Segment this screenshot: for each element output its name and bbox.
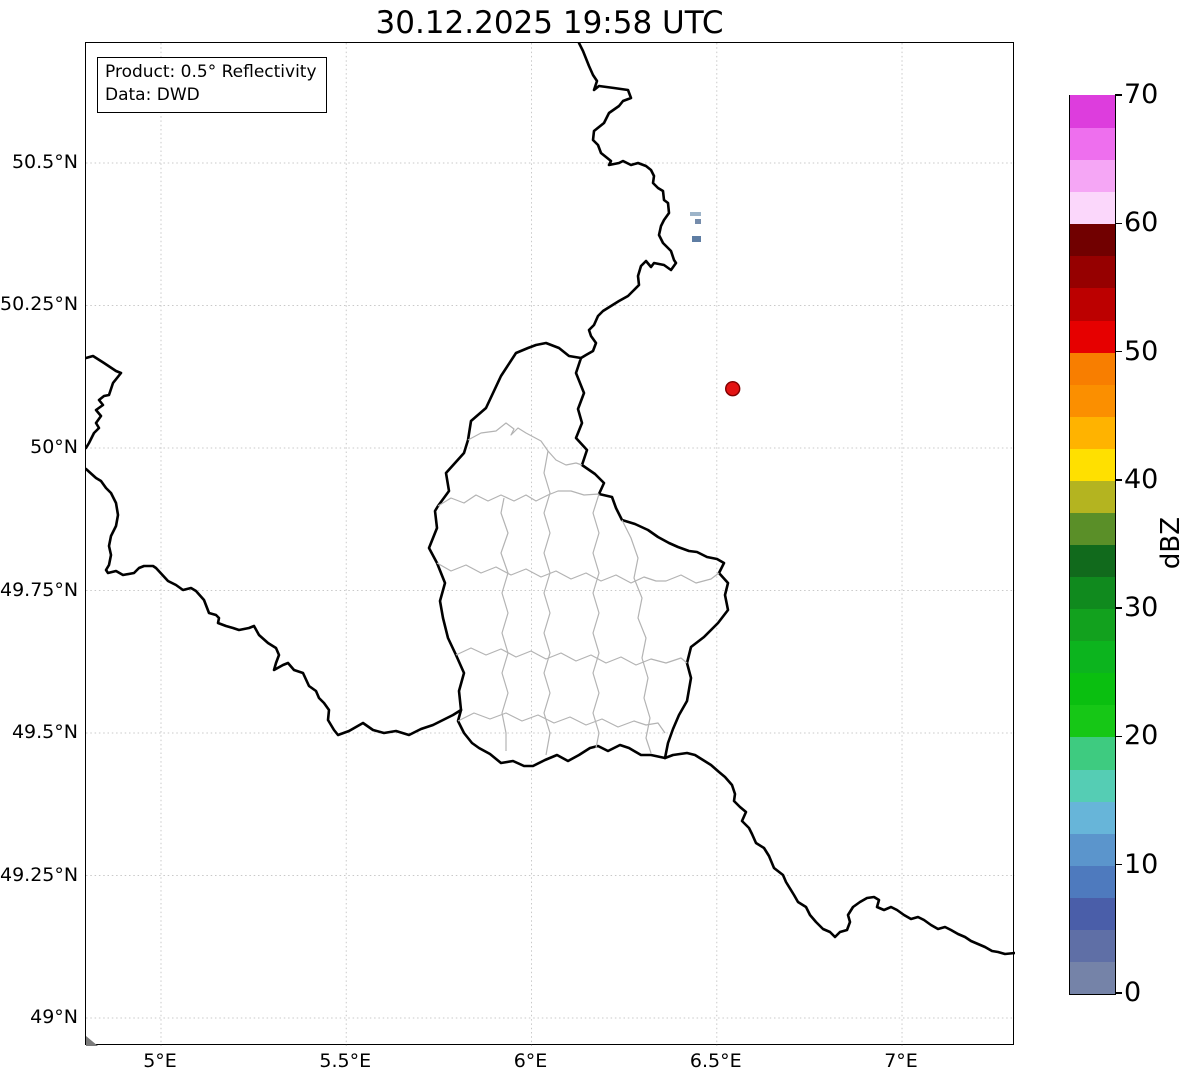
lat-tick-label: 49.5°N <box>11 721 78 743</box>
colorbar-segment <box>1070 159 1115 193</box>
colorbar-tick <box>1115 735 1122 738</box>
map-plot: Product: 0.5° Reflectivity Data: DWD <box>85 42 1015 1046</box>
colorbar-segment <box>1070 287 1115 321</box>
country-borders <box>86 43 1015 956</box>
colorbar <box>1069 95 1116 995</box>
data-source-label: Data: DWD <box>105 85 200 105</box>
colorbar-tick <box>1115 607 1122 609</box>
colorbar-segment <box>1070 127 1115 161</box>
corner-border-fragment <box>86 1036 98 1046</box>
colorbar-segment <box>1070 897 1115 930</box>
france-belgium-border-south <box>86 467 463 737</box>
radar-site-layer <box>725 381 741 397</box>
colorbar-tick-label: 50 <box>1124 335 1159 367</box>
colorbar-tick <box>1115 94 1122 96</box>
luxembourg-canton-borders <box>436 422 720 756</box>
colorbar-segment <box>1070 544 1115 578</box>
colorbar-tick <box>1115 864 1122 866</box>
radar-echo-pixels <box>690 212 701 242</box>
colorbar-tick-label: 60 <box>1124 207 1159 239</box>
colorbar-tick-label: 40 <box>1124 463 1159 495</box>
lat-tick-label: 50.25°N <box>0 293 79 316</box>
lat-tick-label: 49°N <box>30 1006 78 1028</box>
lat-tick-label: 49.75°N <box>0 578 79 601</box>
colorbar-segment <box>1070 416 1115 449</box>
colorbar-segment <box>1070 352 1115 385</box>
colorbar-tick-label: 20 <box>1124 720 1159 752</box>
colorbar-segment <box>1070 448 1115 481</box>
colorbar-segment <box>1070 833 1115 866</box>
lon-tick-label: 5°E <box>143 1050 177 1072</box>
colorbar-tick <box>1115 350 1122 353</box>
colorbar-segment <box>1070 223 1115 257</box>
colorbar-segment <box>1070 608 1115 642</box>
colorbar-segment <box>1070 512 1115 545</box>
colorbar-segment <box>1070 576 1115 610</box>
graticule-gridlines <box>86 43 1015 1046</box>
lat-tick-label: 50°N <box>30 435 78 458</box>
colorbar-segment <box>1070 255 1115 289</box>
colorbar-segment <box>1070 961 1115 994</box>
belgium-germany-border <box>577 43 678 360</box>
product-info-box: Product: 0.5° Reflectivity Data: DWD <box>97 57 327 113</box>
lat-tick-label: 49.25°N <box>0 863 79 886</box>
colorbar-axis-label: dBZ <box>1156 516 1186 570</box>
luxembourg-border <box>427 341 730 768</box>
colorbar-segment <box>1070 704 1115 738</box>
france-germany-border <box>663 751 1015 956</box>
colorbar-segment <box>1070 672 1115 706</box>
colorbar-segment <box>1070 191 1115 225</box>
colorbar-tick <box>1115 992 1122 994</box>
figure-title: 30.12.2025 19:58 UTC <box>375 5 724 41</box>
colorbar-tick-label: 30 <box>1124 592 1159 624</box>
colorbar-segment <box>1070 768 1115 802</box>
lat-tick-label: 50.5°N <box>11 150 78 173</box>
lon-tick-label: 6.5°E <box>689 1050 742 1072</box>
colorbar-segment <box>1070 95 1115 129</box>
colorbar-segment <box>1070 865 1115 898</box>
colorbar-tick <box>1115 222 1122 224</box>
lon-tick-label: 5.5°E <box>319 1050 372 1072</box>
colorbar-tick-label: 70 <box>1124 79 1159 110</box>
colorbar-segment <box>1070 319 1115 353</box>
colorbar-segment <box>1070 384 1115 417</box>
colorbar-tick-label: 10 <box>1124 848 1159 880</box>
colorbar-segment <box>1070 640 1115 674</box>
france-belgium-border-north <box>86 354 123 450</box>
colorbar-tick <box>1115 479 1122 481</box>
map-canvas <box>86 43 1015 1046</box>
colorbar-segment <box>1070 929 1115 962</box>
colorbar-segment <box>1070 736 1115 770</box>
colorbar-tick-label: 0 <box>1124 977 1142 1008</box>
lon-tick-label: 7°E <box>884 1050 918 1072</box>
colorbar-segment <box>1070 480 1115 513</box>
product-label: Product: 0.5° Reflectivity <box>105 62 317 82</box>
colorbar-segment <box>1070 801 1115 834</box>
lon-tick-label: 6°E <box>513 1050 548 1072</box>
